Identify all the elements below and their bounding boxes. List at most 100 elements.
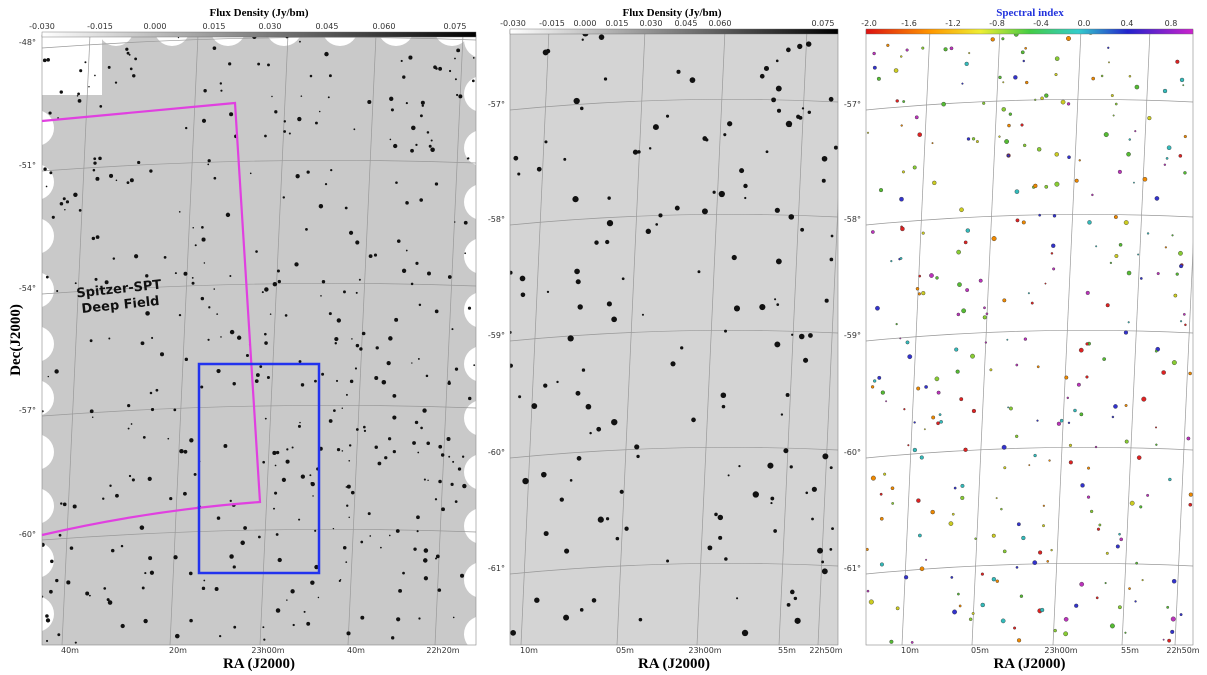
source xyxy=(803,358,808,363)
source xyxy=(920,456,924,460)
source xyxy=(915,116,918,119)
source xyxy=(384,456,387,459)
source xyxy=(142,587,145,590)
source xyxy=(320,295,322,297)
source xyxy=(576,391,581,396)
source xyxy=(339,580,341,582)
source xyxy=(1077,383,1080,386)
source xyxy=(742,630,748,636)
source xyxy=(775,208,780,213)
source xyxy=(582,39,584,41)
source xyxy=(301,383,304,386)
source xyxy=(1167,146,1171,150)
dec-tick-label: -60° xyxy=(488,448,505,457)
source xyxy=(299,422,300,423)
source xyxy=(1128,587,1130,589)
source xyxy=(438,588,442,592)
source xyxy=(226,213,230,217)
source xyxy=(1155,350,1157,352)
source xyxy=(916,387,919,390)
source xyxy=(424,576,428,580)
source xyxy=(57,633,60,636)
source xyxy=(99,105,102,108)
source xyxy=(968,52,970,54)
source xyxy=(271,96,272,97)
source xyxy=(736,597,738,599)
source xyxy=(84,61,86,63)
source xyxy=(1041,97,1044,100)
source xyxy=(1179,154,1182,157)
source xyxy=(79,69,82,72)
source xyxy=(875,306,879,310)
source xyxy=(367,100,371,104)
source xyxy=(918,534,921,537)
edge xyxy=(464,616,500,652)
source xyxy=(589,432,591,434)
source xyxy=(413,547,416,550)
source xyxy=(1045,185,1048,188)
source xyxy=(336,380,338,382)
source xyxy=(127,181,130,184)
source xyxy=(675,206,680,211)
source xyxy=(311,482,315,486)
source xyxy=(420,427,423,430)
source xyxy=(319,204,323,208)
source xyxy=(1034,99,1036,101)
source xyxy=(289,132,291,134)
source xyxy=(760,74,765,79)
source xyxy=(262,461,265,464)
dec-tick-label: -60° xyxy=(844,448,861,457)
source xyxy=(916,499,920,503)
source xyxy=(216,369,220,373)
source xyxy=(1015,435,1018,438)
source xyxy=(1171,617,1176,622)
x-axis-title: RA (J2000) xyxy=(993,656,1065,672)
colorbar-tick-label: 0.0 xyxy=(1078,19,1091,28)
source xyxy=(427,131,430,134)
source xyxy=(705,138,708,141)
source xyxy=(451,328,453,330)
source xyxy=(992,236,997,241)
source xyxy=(806,41,811,46)
source xyxy=(829,548,832,551)
source xyxy=(90,409,94,413)
source xyxy=(75,282,77,284)
source xyxy=(294,262,298,266)
source xyxy=(408,56,412,60)
source xyxy=(1167,639,1170,642)
source xyxy=(1113,115,1115,117)
source xyxy=(447,437,451,441)
source xyxy=(825,299,829,303)
source xyxy=(1002,81,1004,83)
source xyxy=(229,554,233,558)
source xyxy=(986,313,988,315)
source xyxy=(636,455,639,458)
source xyxy=(1040,608,1044,612)
source xyxy=(1135,562,1137,564)
source xyxy=(770,502,772,504)
source xyxy=(301,475,305,479)
source xyxy=(350,380,353,383)
source xyxy=(1137,456,1141,460)
colorbar-tick-label: -2.0 xyxy=(861,19,877,28)
source xyxy=(1004,139,1008,143)
source xyxy=(108,338,110,340)
source xyxy=(203,580,205,582)
source xyxy=(646,229,651,234)
source xyxy=(359,279,361,281)
source xyxy=(724,557,728,561)
source xyxy=(1129,75,1131,77)
source xyxy=(794,597,797,600)
source xyxy=(429,145,432,148)
source xyxy=(441,507,445,511)
source xyxy=(230,330,234,334)
source xyxy=(1095,446,1097,448)
source xyxy=(918,293,921,296)
source xyxy=(921,47,924,50)
source xyxy=(541,472,547,478)
source xyxy=(63,197,66,200)
source xyxy=(321,373,324,376)
source xyxy=(604,77,607,80)
source xyxy=(392,394,396,398)
source xyxy=(179,211,181,213)
